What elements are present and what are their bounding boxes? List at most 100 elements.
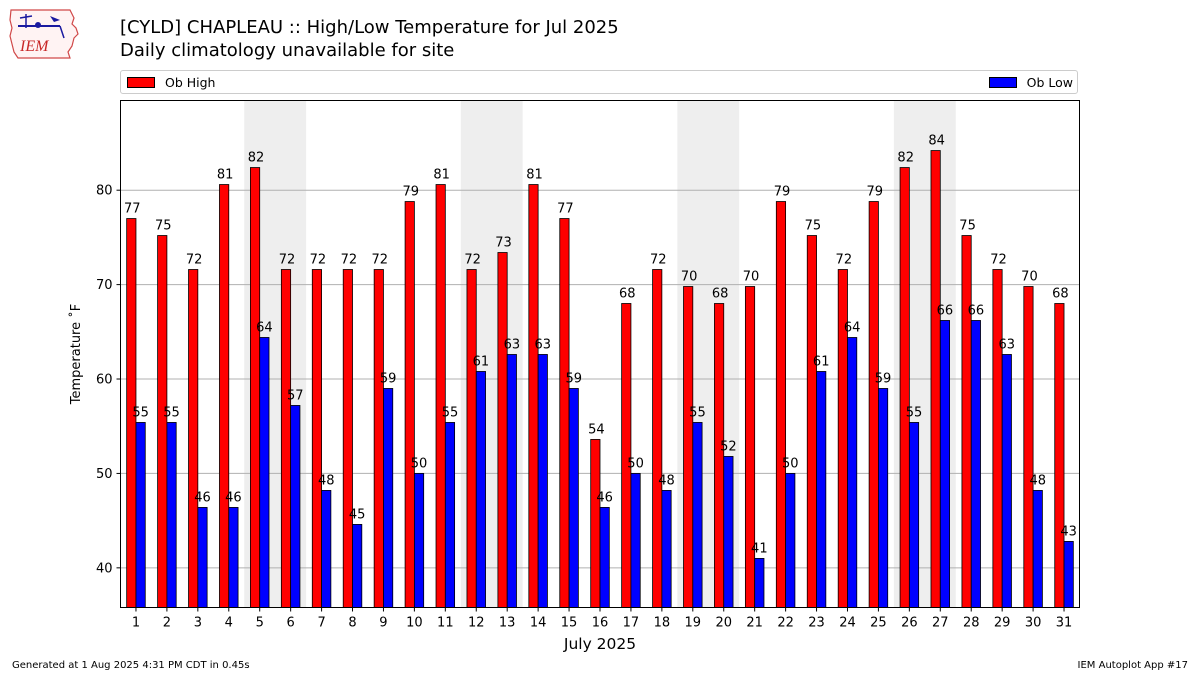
x-tick-label: 29 [994,616,1011,631]
bar-label-low: 43 [1060,524,1077,539]
bar-label-low: 46 [596,490,613,505]
bar-label-high: 70 [681,269,698,284]
bar-label-low: 41 [751,541,768,556]
x-tick-label: 17 [623,616,640,631]
x-tick-label: 23 [808,616,825,631]
bar-low [847,337,858,608]
bar-low [723,456,734,608]
legend-item-low: Ob Low [988,75,1073,91]
bar-label-high: 79 [774,185,791,200]
x-tick-label: 28 [963,616,980,631]
bar-label-high: 68 [712,286,729,301]
bar-label-high: 72 [279,253,296,268]
y-axis-label: Temperature ˚F [68,304,84,405]
bar-high [528,184,539,608]
bar-high [188,269,199,608]
bar-low [661,490,672,608]
bar-label-high: 68 [619,286,636,301]
x-tick-label: 2 [163,616,171,631]
bar-label-low: 55 [689,405,706,420]
y-tick-label: 50 [96,467,113,482]
bar-label-low: 57 [287,388,304,403]
x-tick-label: 20 [715,616,732,631]
x-tick-label: 4 [225,616,233,631]
bar-label-low: 50 [411,456,428,471]
x-tick-label: 25 [870,616,887,631]
bar-label-high: 79 [866,185,883,200]
x-tick-label: 19 [685,616,702,631]
bar-high [311,269,322,608]
x-tick-label: 21 [746,616,763,631]
plot-frame [120,100,1080,608]
bar-label-low: 61 [473,354,490,369]
bar-label-low: 48 [318,473,335,488]
bar-label-high: 82 [897,151,914,166]
y-tick-label: 60 [96,373,113,388]
x-tick-label: 6 [287,616,295,631]
bar-low [754,558,765,608]
bar-low [785,473,796,608]
bar-label-low: 50 [627,456,644,471]
bar-label-high: 72 [186,253,203,268]
bar-label-high: 72 [650,253,667,268]
bar-label-high: 70 [1021,269,1038,284]
bar-low [939,320,950,608]
x-tick-label: 9 [379,616,387,631]
x-tick-label: 16 [592,616,609,631]
bar-label-low: 66 [968,303,985,318]
bar-label-low: 48 [658,473,675,488]
bar-label-low: 63 [504,337,521,352]
bar-high [373,269,384,608]
x-tick-label: 3 [194,616,202,631]
bar-high [744,286,756,608]
bar-low [1001,354,1012,608]
chart-subtitle: Daily climatology unavailable for site [120,40,455,61]
bar-label-high: 75 [959,219,976,234]
bar-label-high: 68 [1052,286,1069,301]
bar-low [197,507,208,608]
bar-low [413,473,425,608]
logo-text: IEM [19,38,50,55]
bar-label-low: 45 [349,507,366,522]
chart-legend: Ob High Ob Low [120,70,1078,94]
bar-label-low: 59 [875,371,892,386]
bar-label-low: 46 [194,490,211,505]
bar-label-high: 75 [155,219,172,234]
y-tick-label: 40 [96,561,113,576]
bar-label-low: 55 [132,405,149,420]
bar-label-low: 66 [937,303,954,318]
x-tick-label: 30 [1025,616,1042,631]
bar-high [806,235,817,608]
x-tick-label: 12 [468,616,485,631]
bar-label-high: 72 [372,253,389,268]
x-tick-label: 1 [132,616,140,631]
legend-label-low: Ob Low [1026,75,1073,90]
x-tick-label: 27 [932,616,949,631]
bar-low [908,422,920,608]
x-tick-label: 14 [530,616,547,631]
legend-swatch-low [988,77,1017,88]
bar-low [321,490,332,608]
bar-low [135,422,146,608]
x-tick-label: 22 [777,616,794,631]
bar-high [219,184,230,608]
bar-label-high: 79 [402,185,419,200]
bar-low [228,507,239,608]
footer-generated: Generated at 1 Aug 2025 4:31 PM CDT in 0… [12,660,250,671]
bar-label-low: 64 [256,320,273,335]
bar-low [290,405,301,608]
bar-label-low: 61 [813,354,830,369]
bar-label-high: 75 [805,219,822,234]
bar-high [559,218,570,608]
x-tick-label: 24 [839,616,856,631]
bar-low [444,422,456,608]
bar-high [1023,286,1034,608]
bar-high [497,252,508,608]
bar-label-high: 72 [464,253,481,268]
bar-low [970,320,981,608]
bar-label-low: 63 [999,337,1016,352]
bar-low [475,371,486,608]
bar-low [599,507,610,608]
bar-high [930,150,941,608]
